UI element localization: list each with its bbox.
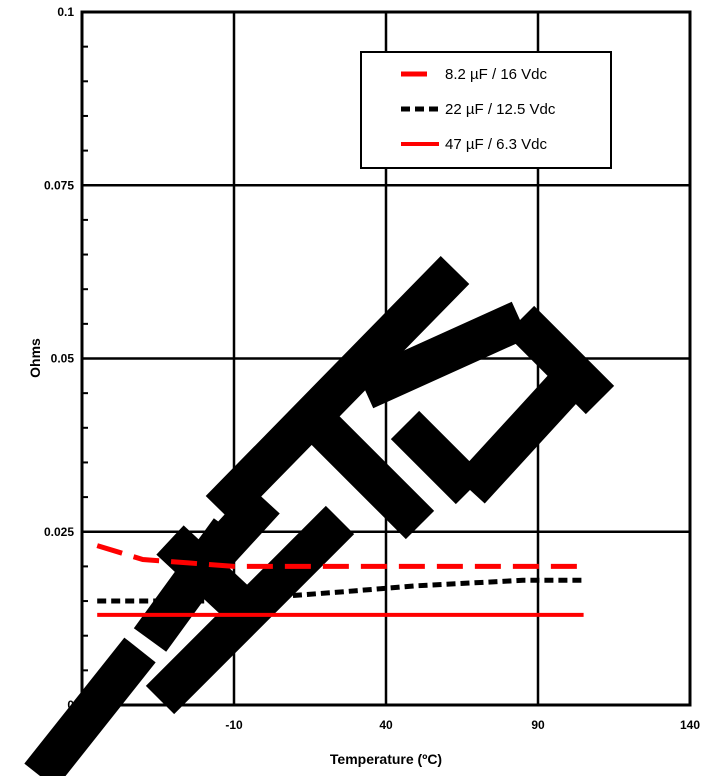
watermark-stroke	[24, 637, 156, 776]
y-tick-label: 0.05	[51, 352, 75, 366]
y-tick-label: 0.1	[57, 5, 74, 19]
watermark-stroke	[145, 505, 355, 715]
legend-label-2: 22 µF / 12.5 Vdc	[445, 101, 556, 118]
y-tick-label: 0.075	[44, 178, 74, 192]
series-group	[96, 543, 584, 617]
x-tick-label: 40	[379, 718, 393, 732]
plot-frame	[80, 10, 692, 707]
series-line-2	[97, 577, 584, 604]
x-tick-label: 90	[531, 718, 545, 732]
watermark-stroke	[205, 256, 470, 540]
y-tick-label: 0	[67, 698, 74, 712]
legend-label-3: 47 µF / 6.3 Vdc	[445, 136, 548, 153]
watermark	[24, 256, 615, 776]
x-tick-label: -60	[73, 718, 91, 732]
x-tick-label: 140	[680, 718, 700, 732]
legend-label-1: 8.2 µF / 16 Vdc	[445, 66, 548, 83]
legend: 8.2 µF / 16 Vdc 22 µF / 12.5 Vdc 47 µF / 6…	[360, 51, 612, 169]
y-tick-label: 0.025	[44, 525, 74, 539]
axes: -60 -10 40 90 140 0 0.025 0.05 0.075 0.1	[44, 5, 700, 732]
series-line-1	[96, 543, 584, 569]
x-tick-label: -10	[225, 718, 243, 732]
y-axis-title: Ohms	[27, 338, 43, 378]
watermark-letters	[24, 256, 615, 776]
watermark-stroke	[356, 301, 615, 505]
x-axis-title: Temperature (ºC)	[330, 751, 442, 767]
